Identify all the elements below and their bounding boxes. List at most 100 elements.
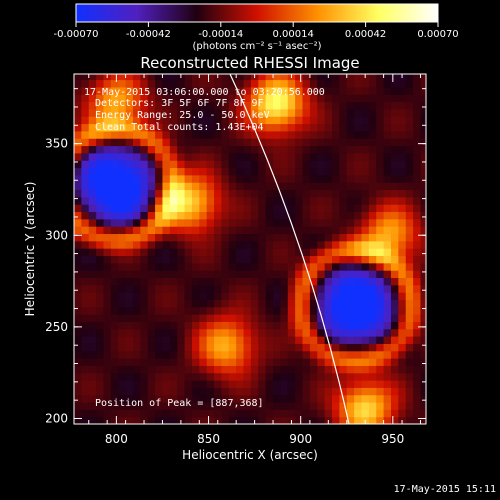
heatmap-cell	[273, 394, 282, 403]
heatmap-cell	[236, 306, 245, 315]
heatmap-cell	[88, 226, 97, 235]
heatmap-cell	[132, 79, 141, 88]
heatmap-cell	[339, 189, 348, 198]
heatmap-cell	[273, 321, 282, 330]
heatmap-cell	[420, 262, 426, 271]
heatmap-cell	[191, 343, 200, 352]
heatmap-cell	[103, 358, 112, 366]
heatmap-cell	[236, 270, 245, 278]
heatmap-cell	[324, 328, 333, 337]
heatmap-cell	[221, 101, 230, 110]
heatmap-cell	[302, 145, 311, 154]
heatmap-cell	[354, 262, 363, 271]
heatmap-cell	[368, 233, 377, 242]
heatmap-cell	[184, 306, 193, 315]
heatmap-cell	[110, 299, 119, 308]
heatmap-cell	[118, 270, 127, 278]
heatmap-cell	[376, 394, 385, 403]
heatmap-cell	[295, 394, 304, 403]
heatmap-cell	[125, 343, 134, 352]
heatmap-cell	[147, 138, 156, 147]
heatmap-cell	[118, 372, 127, 381]
heatmap-cell	[243, 160, 252, 169]
heatmap-cell	[332, 167, 340, 176]
heatmap-cell	[339, 94, 348, 103]
heatmap-cell	[214, 321, 223, 330]
heatmap-cell	[177, 372, 186, 381]
heatmap-cell	[103, 226, 112, 235]
heatmap-cell	[413, 152, 422, 161]
heatmap-cell	[184, 372, 193, 381]
heatmap-cell	[280, 130, 289, 139]
heatmap-cell	[155, 226, 164, 235]
heatmap-cell	[376, 123, 385, 132]
heatmap-cell	[228, 182, 237, 191]
heatmap-cell	[420, 116, 426, 125]
heatmap-cell	[398, 138, 407, 147]
heatmap-cell	[214, 255, 223, 264]
heatmap-cell	[405, 152, 414, 161]
heatmap-cell	[110, 343, 119, 352]
heatmap-cell	[420, 402, 426, 410]
heatmap-cell	[228, 145, 237, 154]
heatmap-cell	[132, 248, 141, 257]
heatmap-cell	[191, 314, 200, 322]
heatmap-cell	[376, 182, 385, 191]
heatmap-cell	[177, 306, 186, 315]
heatmap-cell	[184, 350, 193, 359]
heatmap-cell	[177, 270, 186, 278]
heatmap-cell	[250, 145, 259, 154]
heatmap-cell	[140, 204, 149, 213]
heatmap-cell	[420, 130, 426, 139]
heatmap-cell	[376, 365, 385, 374]
heatmap-cell	[390, 101, 399, 110]
heatmap-cell	[383, 211, 392, 220]
heatmap-cell	[88, 277, 97, 286]
heatmap-cell	[169, 94, 178, 103]
heatmap-cell	[383, 255, 392, 264]
heatmap-cell	[169, 182, 178, 191]
heatmap-cell	[132, 284, 141, 293]
heatmap-cell	[317, 343, 326, 352]
heatmap-cell	[147, 321, 156, 330]
heatmap-cell	[110, 240, 119, 249]
heatmap-cell	[125, 123, 134, 132]
heatmap-cell	[88, 270, 97, 278]
heatmap-cell	[383, 145, 392, 154]
heatmap-cell	[221, 321, 230, 330]
heatmap-cell	[368, 138, 377, 147]
heatmap-cell	[405, 79, 414, 88]
heatmap-cell	[302, 350, 311, 359]
heatmap-cell	[302, 152, 311, 161]
heatmap-cell	[339, 108, 348, 117]
heatmap-cell	[413, 189, 422, 198]
heatmap-cell	[265, 409, 274, 418]
heatmap-cell	[339, 248, 348, 257]
heatmap-cell	[317, 233, 326, 242]
heatmap-cell	[413, 211, 422, 220]
heatmap-cell	[191, 218, 200, 227]
heatmap-cell	[140, 394, 149, 403]
heatmap-cell	[206, 108, 215, 117]
heatmap-cell	[413, 277, 422, 286]
heatmap-cell	[96, 387, 105, 396]
heatmap-cell	[390, 306, 399, 315]
heatmap-cell	[206, 240, 215, 249]
heatmap-cell	[295, 277, 304, 286]
heatmap-cell	[332, 314, 340, 322]
heatmap-cell	[191, 86, 200, 95]
heatmap-cell	[265, 321, 274, 330]
heatmap-cell	[132, 270, 141, 278]
heatmap-cell	[420, 196, 426, 205]
heatmap-cell	[140, 101, 149, 110]
heatmap-cell	[110, 94, 119, 103]
heatmap-cell	[280, 145, 289, 154]
heatmap-cell	[243, 182, 252, 191]
heatmap-cell	[110, 402, 119, 410]
heatmap-cell	[354, 350, 363, 359]
heatmap-cell	[132, 402, 141, 410]
heatmap-cell	[236, 416, 245, 424]
heatmap-cell	[147, 350, 156, 359]
heatmap-cell	[221, 248, 230, 257]
heatmap-cell	[324, 321, 333, 330]
